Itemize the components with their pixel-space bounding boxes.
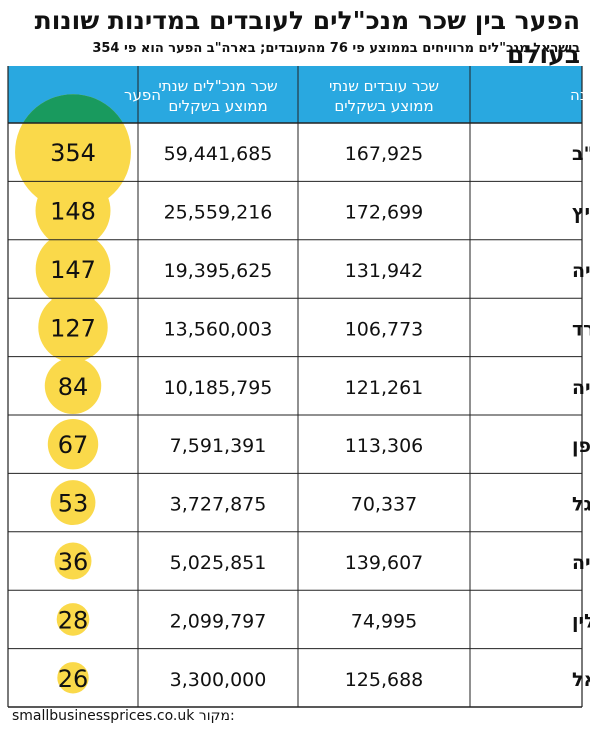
table-text-layer: מדינה שכר עובדים שנתי ממוצע בשקלים שכר מנכ"…: [50, 77, 590, 693]
gap-bubble: [54, 542, 92, 580]
country-label: יפן: [572, 435, 590, 457]
header-country: מדינה: [570, 86, 590, 104]
gap-bubble: [50, 480, 96, 526]
country-label: פולין: [572, 610, 590, 632]
chart-subtitle: בישראל מנכ"לים מרוויחים בממוצע פי 76 מהע…: [92, 41, 580, 56]
country-label: ספרד: [572, 318, 590, 340]
gap-bubble: [44, 357, 102, 415]
ceo-salary-value: 19,395,625: [164, 260, 273, 282]
source-value: smallbusinessprices.co.uk: [12, 708, 195, 724]
gap-value-label: 147: [50, 256, 96, 284]
gap-value-label: 26: [58, 665, 89, 693]
gap-value-label: 53: [58, 490, 89, 518]
country-label: גרמניה: [572, 260, 590, 282]
ceo-salary-value: 2,099,797: [170, 610, 267, 632]
worker-salary-value: 113,306: [345, 435, 424, 457]
header-ceo-salary: שכר מנכ"לים שנתי: [158, 77, 277, 95]
worker-salary-value: 131,942: [345, 260, 424, 282]
gap-value-label: 28: [58, 606, 89, 634]
gap-bubble: [38, 292, 108, 363]
country-label: ארה"ב: [572, 143, 590, 165]
ceo-salary-value: 10,185,795: [164, 377, 273, 399]
worker-salary-value: 121,261: [345, 377, 424, 399]
source-line: smallbusinessprices.co.uk מקור:: [12, 706, 235, 726]
gap-value-label: 148: [50, 198, 96, 226]
gap-bubble: [57, 662, 89, 694]
source-label: מקור:: [198, 708, 235, 724]
worker-salary-value: 74,995: [351, 610, 417, 632]
worker-salary-value: 106,773: [345, 318, 424, 340]
worker-salary-value: 125,688: [345, 669, 424, 691]
gap-value-label: 84: [58, 373, 89, 401]
chart-title: הפער בין שכר מנכ"לים לעובדים במדינות שונ…: [34, 6, 580, 69]
country-label: בריטניה: [572, 377, 590, 399]
table-grid-layer: [7, 66, 583, 708]
country-label: ישראל: [572, 669, 590, 691]
worker-salary-value: 167,925: [345, 143, 424, 165]
gap-bubble-overlap: [22, 94, 124, 123]
header-worker-salary: ממוצע בשקלים: [334, 97, 433, 115]
ceo-salary-value: 5,025,851: [170, 552, 267, 574]
header-gap: הפער: [124, 86, 161, 104]
gap-bubble: [35, 231, 111, 307]
worker-salary-value: 139,607: [345, 552, 424, 574]
worker-salary-value: 70,337: [351, 494, 417, 516]
ceo-salary-value: 3,300,000: [170, 669, 267, 691]
ceo-salary-value: 7,591,391: [170, 435, 267, 457]
ceo-salary-value: 25,559,216: [164, 202, 273, 224]
gap-value-label: 127: [50, 314, 96, 342]
country-label: אוסטריה: [572, 552, 590, 574]
country-label: שוויץ: [572, 202, 590, 224]
country-label: פורטוגל: [572, 494, 590, 516]
gap-value-label: 67: [58, 431, 89, 459]
header-ceo-salary: ממוצע בשקלים: [168, 97, 267, 115]
header-worker-salary: שכר עובדים שנתי: [329, 77, 439, 95]
worker-salary-value: 172,699: [345, 202, 424, 224]
gap-bubble: [47, 418, 99, 470]
gap-bubble: [35, 173, 111, 249]
gap-value-label: 36: [58, 548, 89, 576]
gap-value-label: 354: [50, 139, 96, 167]
ceo-salary-value: 3,727,875: [170, 494, 267, 516]
gap-bubble: [56, 603, 90, 636]
ceo-salary-value: 59,441,685: [164, 143, 273, 165]
ceo-salary-value: 13,560,003: [164, 318, 273, 340]
